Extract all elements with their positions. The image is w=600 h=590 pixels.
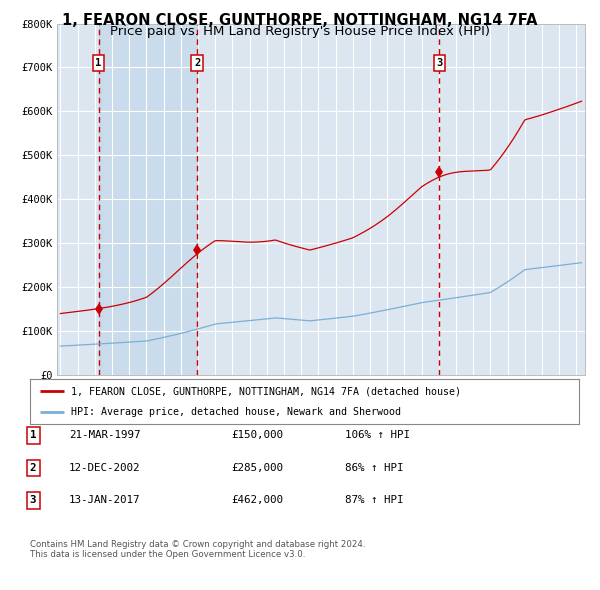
Text: 3: 3	[30, 496, 36, 505]
Text: 86% ↑ HPI: 86% ↑ HPI	[345, 463, 404, 473]
Text: £462,000: £462,000	[231, 496, 283, 505]
Text: 87% ↑ HPI: 87% ↑ HPI	[345, 496, 404, 505]
Text: 1: 1	[95, 58, 102, 68]
Text: HPI: Average price, detached house, Newark and Sherwood: HPI: Average price, detached house, Newa…	[71, 407, 401, 417]
Text: 1: 1	[30, 431, 36, 440]
Text: 1, FEARON CLOSE, GUNTHORPE, NOTTINGHAM, NG14 7FA (detached house): 1, FEARON CLOSE, GUNTHORPE, NOTTINGHAM, …	[71, 386, 461, 396]
Text: £285,000: £285,000	[231, 463, 283, 473]
Text: Price paid vs. HM Land Registry's House Price Index (HPI): Price paid vs. HM Land Registry's House …	[110, 25, 490, 38]
Text: 2: 2	[30, 463, 36, 473]
Text: 106% ↑ HPI: 106% ↑ HPI	[345, 431, 410, 440]
Bar	[98, 24, 197, 375]
Text: Contains HM Land Registry data © Crown copyright and database right 2024.
This d: Contains HM Land Registry data © Crown c…	[30, 540, 365, 559]
Text: 2: 2	[194, 58, 200, 68]
Text: 3: 3	[436, 58, 443, 68]
Text: 21-MAR-1997: 21-MAR-1997	[69, 431, 140, 440]
Text: 12-DEC-2002: 12-DEC-2002	[69, 463, 140, 473]
Text: 1, FEARON CLOSE, GUNTHORPE, NOTTINGHAM, NG14 7FA: 1, FEARON CLOSE, GUNTHORPE, NOTTINGHAM, …	[62, 13, 538, 28]
Text: 13-JAN-2017: 13-JAN-2017	[69, 496, 140, 505]
Text: £150,000: £150,000	[231, 431, 283, 440]
